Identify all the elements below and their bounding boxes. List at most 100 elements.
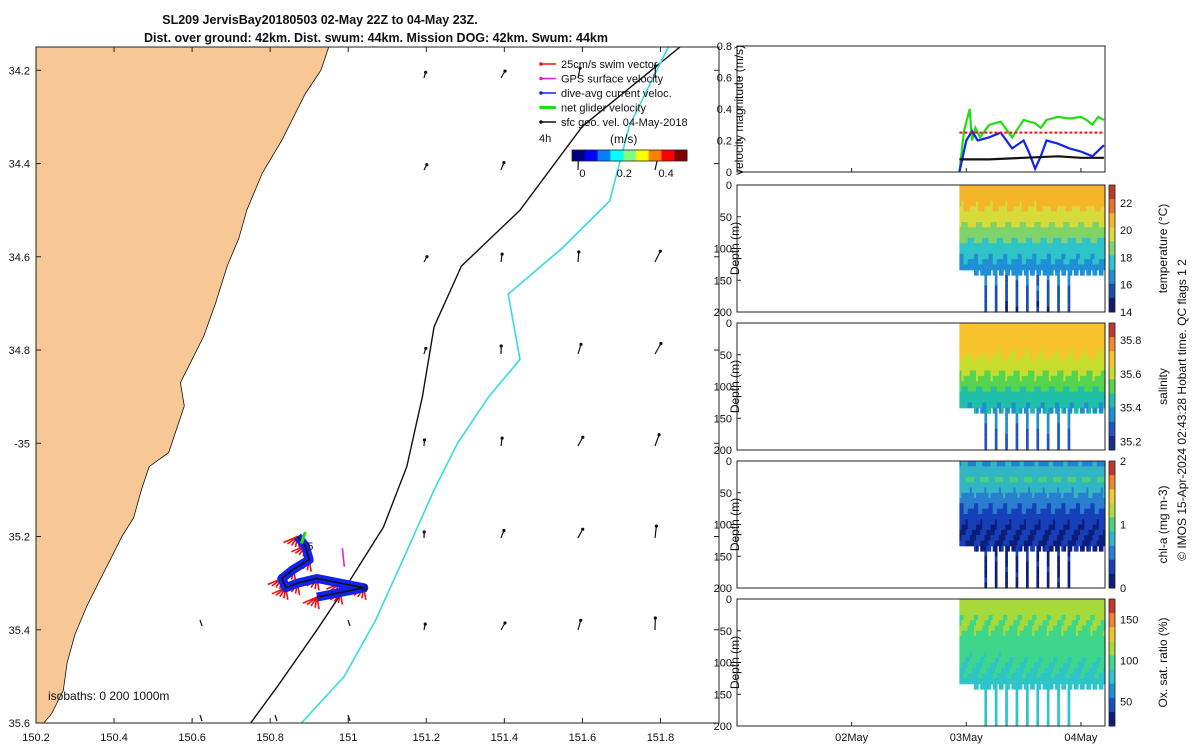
geo-arrow-head — [658, 249, 662, 253]
heatmap-cell — [992, 206, 996, 213]
heatmap-cell — [1042, 482, 1046, 489]
heatmap-cell — [1046, 439, 1050, 446]
heatmap-cell — [1061, 471, 1064, 478]
heatmap-cell — [1061, 190, 1064, 197]
heatmap-cell — [1071, 519, 1075, 526]
heatmap-cell — [1067, 381, 1071, 388]
heatmap-cell — [1082, 222, 1085, 228]
heatmap-cell — [969, 620, 973, 627]
heatmap-cell — [1065, 216, 1069, 223]
heatmap-cell — [1061, 349, 1064, 356]
heatmap-cell — [1003, 662, 1006, 669]
heatmap-cell — [1026, 190, 1029, 197]
heatmap-cell — [980, 508, 983, 515]
heatmap-cell — [1048, 535, 1052, 541]
heatmap-cell — [978, 375, 981, 382]
heatmap-cell — [1069, 535, 1073, 541]
heatmap-cell — [1067, 306, 1071, 313]
heatmap-cell — [1100, 264, 1104, 271]
heatmap-cell — [992, 386, 996, 393]
heatmap-cell — [1078, 206, 1081, 213]
heatmap-cell — [1063, 222, 1067, 228]
heatmap-cell — [1096, 338, 1100, 345]
heatmap-cell — [1019, 657, 1023, 664]
heatmap-cell — [969, 667, 973, 674]
heatmap-cell — [1007, 195, 1010, 202]
heatmap-cell — [988, 222, 992, 228]
heatmap-cell — [990, 365, 994, 372]
heatmap-cell — [974, 222, 977, 228]
legend-label: net glider velocity — [561, 103, 646, 115]
heatmap-cell — [1026, 710, 1029, 716]
heatmap-cell — [969, 641, 973, 648]
heatmap-cell — [988, 206, 992, 213]
heatmap-cell — [969, 498, 973, 504]
heatmap-cell — [1036, 556, 1040, 563]
heatmap-cell — [1036, 338, 1040, 345]
heatmap-cell — [1015, 492, 1019, 499]
heatmap-cell — [974, 397, 977, 403]
heatmap-cell — [994, 190, 998, 197]
heatmap-cell — [980, 625, 983, 632]
heatmap-cell — [1063, 498, 1067, 504]
heatmap-cell — [1053, 222, 1056, 228]
heatmap-cell — [1061, 540, 1064, 547]
heatmap-cell — [1084, 503, 1087, 510]
heatmap-cell — [1102, 402, 1106, 409]
heatmap-cell — [1048, 253, 1052, 260]
heatmap-cell — [1005, 333, 1008, 340]
colorbar-segment — [1109, 503, 1115, 518]
heatmap-cell — [992, 253, 996, 260]
heatmap-cell — [1080, 540, 1083, 547]
heatmap-cell — [1053, 667, 1056, 674]
heatmap-cell — [1005, 185, 1008, 191]
heatmap-cell — [971, 397, 975, 403]
heatmap-cell — [1030, 492, 1033, 499]
heatmap-cell — [1026, 625, 1029, 632]
heatmap-cell — [1011, 471, 1015, 478]
heatmap-cell — [1005, 471, 1008, 478]
heatmap-cell — [980, 381, 983, 388]
heatmap-cell — [1061, 503, 1064, 510]
heatmap-cell — [1098, 195, 1102, 202]
heatmap-cell — [1092, 386, 1096, 393]
heatmap-cell — [1013, 190, 1017, 197]
heatmap-cell — [1042, 508, 1046, 515]
heatmap-cell — [1015, 200, 1019, 207]
heatmap-cell — [1026, 636, 1029, 642]
heatmap-cell — [1055, 625, 1058, 632]
heatmap-cell — [1050, 466, 1054, 473]
geo-arrow-head — [499, 344, 503, 348]
heatmap-cell — [1073, 349, 1077, 356]
heatmap-cell — [1071, 323, 1075, 329]
heatmap-y-tick-label: 100 — [714, 382, 732, 394]
heatmap-cell — [1088, 529, 1092, 536]
heatmap-cell — [1028, 195, 1031, 202]
heatmap-cell — [1017, 216, 1021, 223]
heatmap-cell — [1086, 482, 1089, 489]
heatmap-cell — [1003, 190, 1006, 197]
heatmap-cell — [1036, 582, 1040, 589]
heatmap-cell — [1013, 323, 1017, 329]
heatmap-cell — [971, 370, 975, 377]
heatmap-cell — [1015, 418, 1019, 425]
heatmap-cell — [1061, 227, 1064, 234]
heatmap-cell — [1055, 344, 1058, 351]
heatmap-cell — [1050, 397, 1054, 403]
heatmap-cell — [1102, 195, 1106, 202]
heatmap-cell — [1090, 206, 1094, 213]
heatmap-cell — [1092, 466, 1096, 473]
heatmap-cell — [996, 482, 1000, 489]
heatmap-cell — [1050, 323, 1054, 329]
heatmap-cell — [1080, 269, 1083, 276]
heatmap-cell — [1001, 503, 1004, 510]
heatmap-cell — [1015, 689, 1019, 695]
heatmap-cell — [990, 216, 994, 223]
heatmap-cell — [1055, 657, 1058, 664]
heatmap-cell — [1038, 673, 1042, 679]
heatmap-cell — [1046, 524, 1050, 531]
heatmap-cell — [967, 328, 971, 335]
heatmap-cell — [1086, 535, 1089, 541]
heatmap-cell — [996, 461, 1000, 467]
heatmap-cell — [986, 529, 990, 536]
